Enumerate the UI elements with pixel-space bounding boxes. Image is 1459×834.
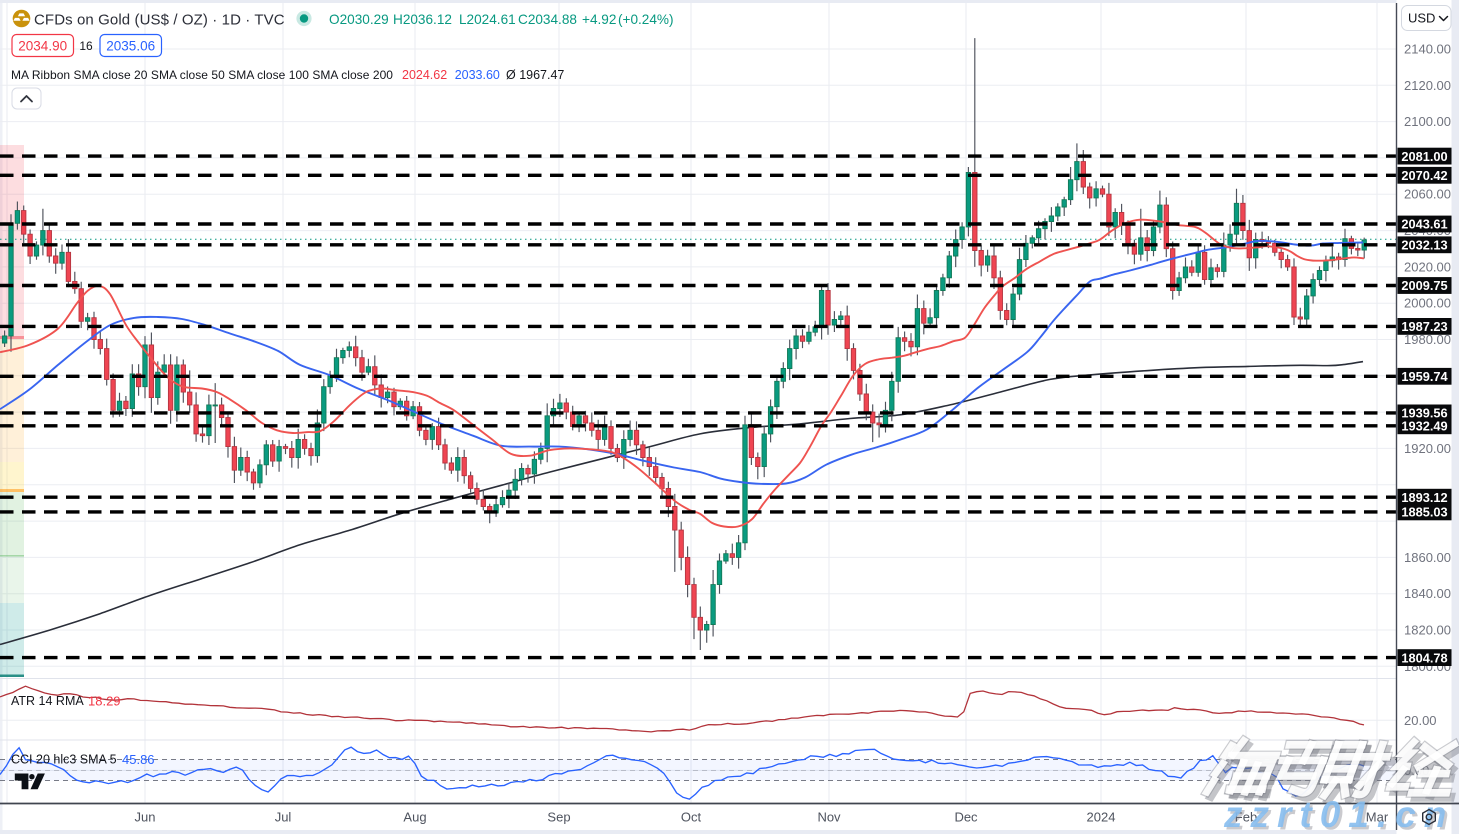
svg-text:2033.60: 2033.60 — [455, 68, 500, 82]
svg-text:ATR 14 RMA: ATR 14 RMA — [11, 694, 84, 708]
svg-text:L2024.61: L2024.61 — [459, 12, 516, 27]
svg-text:1980.00: 1980.00 — [1404, 332, 1451, 347]
svg-text:2020.00: 2020.00 — [1404, 259, 1451, 274]
svg-text:(+0.24%): (+0.24%) — [618, 12, 674, 27]
svg-text:USD: USD — [1408, 11, 1435, 26]
svg-text:Mar: Mar — [1366, 810, 1389, 825]
svg-text:zzrt01.cn: zzrt01.cn — [1226, 797, 1457, 834]
svg-text:2024.62: 2024.62 — [402, 68, 447, 82]
svg-text:2024: 2024 — [1087, 810, 1116, 825]
svg-text:MA Ribbon SMA close 20 SMA clo: MA Ribbon SMA close 20 SMA close 50 SMA … — [11, 68, 393, 82]
svg-text:1939.56: 1939.56 — [1401, 406, 1447, 421]
svg-text:1804.78: 1804.78 — [1401, 650, 1447, 665]
svg-text:2032.13: 2032.13 — [1401, 238, 1447, 253]
svg-text:1860.00: 1860.00 — [1404, 550, 1451, 565]
svg-text:2060.00: 2060.00 — [1404, 187, 1451, 202]
svg-text:Dec: Dec — [954, 810, 978, 825]
svg-text:2009.75: 2009.75 — [1401, 278, 1447, 293]
svg-text:CFDs on Gold (US$ / OZ) · 1D ·: CFDs on Gold (US$ / OZ) · 1D · TVC — [34, 12, 285, 29]
svg-text:1959.74: 1959.74 — [1401, 369, 1448, 384]
svg-text:1885.03: 1885.03 — [1401, 505, 1447, 520]
svg-text:C2034.88: C2034.88 — [518, 12, 577, 27]
svg-text:2140.00: 2140.00 — [1404, 42, 1451, 57]
svg-text:2043.61: 2043.61 — [1401, 217, 1447, 232]
svg-text:+4.92: +4.92 — [582, 12, 616, 27]
svg-text:2081.00: 2081.00 — [1401, 149, 1447, 164]
svg-text:1987.23: 1987.23 — [1401, 319, 1447, 334]
svg-text:Jul: Jul — [275, 810, 292, 825]
svg-text:1820.00: 1820.00 — [1404, 623, 1451, 638]
svg-text:CCI 20 hlc3 SMA 5: CCI 20 hlc3 SMA 5 — [11, 753, 117, 767]
svg-text:Feb: Feb — [1235, 810, 1257, 825]
svg-text:1893.12: 1893.12 — [1401, 490, 1447, 505]
svg-text:Aug: Aug — [403, 810, 426, 825]
svg-text:18.29: 18.29 — [88, 694, 121, 709]
svg-text:45.86: 45.86 — [122, 752, 155, 767]
svg-text:20.00: 20.00 — [1404, 713, 1437, 728]
svg-text:Nov: Nov — [817, 810, 841, 825]
svg-text:Jun: Jun — [135, 810, 156, 825]
svg-text:O2030.29: O2030.29 — [329, 12, 389, 27]
svg-text:2034.90: 2034.90 — [18, 39, 67, 54]
svg-text:Ø 1967.47: Ø 1967.47 — [506, 68, 564, 82]
svg-text:Sep: Sep — [547, 810, 570, 825]
svg-text:2120.00: 2120.00 — [1404, 78, 1451, 93]
svg-text:2070.42: 2070.42 — [1401, 168, 1447, 183]
svg-text:1932.49: 1932.49 — [1401, 419, 1447, 434]
svg-text:1840.00: 1840.00 — [1404, 586, 1451, 601]
svg-text:zzrt01.cn: zzrt01.cn — [1223, 794, 1454, 834]
svg-text:Oct: Oct — [681, 810, 702, 825]
svg-text:2100.00: 2100.00 — [1404, 114, 1451, 129]
svg-text:16: 16 — [79, 39, 93, 53]
svg-text:2035.06: 2035.06 — [106, 39, 155, 54]
svg-text:1920.00: 1920.00 — [1404, 441, 1451, 456]
svg-text:H2036.12: H2036.12 — [393, 12, 452, 27]
svg-text:2000.00: 2000.00 — [1404, 296, 1451, 311]
